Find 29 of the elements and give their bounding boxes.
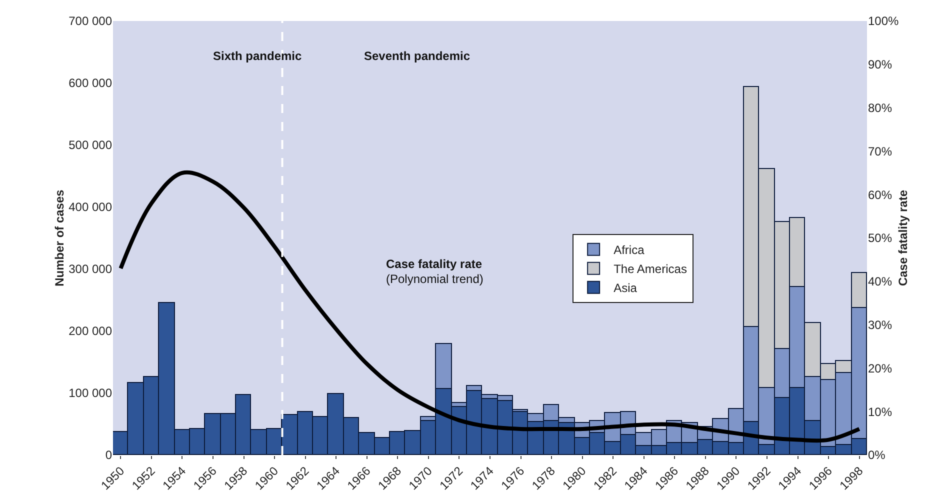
y-tick-label: 600 000 bbox=[68, 76, 112, 90]
annotation: (Polynomial trend) bbox=[386, 272, 484, 286]
y2-tick-label: 70% bbox=[868, 144, 892, 158]
y2-tick-label: 50% bbox=[868, 231, 892, 246]
y2-tick-label: 60% bbox=[868, 188, 892, 202]
y-tick-label: 200 000 bbox=[68, 324, 112, 338]
annotation: Sixth pandemic bbox=[213, 49, 302, 63]
legend-label: Asia bbox=[614, 281, 638, 296]
y-tick-label: 300 000 bbox=[68, 262, 112, 276]
annotation: Case fatality rate bbox=[386, 257, 482, 271]
y2-tick-label: 80% bbox=[868, 101, 892, 115]
annotation: Seventh pandemic bbox=[364, 49, 470, 63]
legend-label: Africa bbox=[614, 243, 645, 258]
y-axis-title: Number of cases bbox=[52, 189, 67, 286]
y-tick-label: 100 000 bbox=[68, 386, 112, 400]
y2-tick-label: 100% bbox=[868, 14, 900, 28]
y2-tick-label: 10% bbox=[868, 404, 892, 419]
y2-tick-label: 30% bbox=[868, 318, 892, 332]
y-tick-label: 500 000 bbox=[68, 138, 112, 152]
y-tick-label: 0 bbox=[105, 448, 112, 462]
y2-tick-label: 0% bbox=[868, 448, 886, 462]
y2-axis-title: Case fatality rate bbox=[896, 190, 910, 286]
y2-tick-label: 90% bbox=[868, 58, 892, 72]
legend-label: The Americas bbox=[614, 262, 687, 276]
line-series bbox=[118, 170, 862, 443]
y2-tick-label: 40% bbox=[868, 274, 892, 289]
y-tick-label: 700 000 bbox=[68, 14, 112, 28]
y2-tick-label: 20% bbox=[868, 361, 892, 376]
y-tick-label: 400 000 bbox=[68, 200, 112, 214]
